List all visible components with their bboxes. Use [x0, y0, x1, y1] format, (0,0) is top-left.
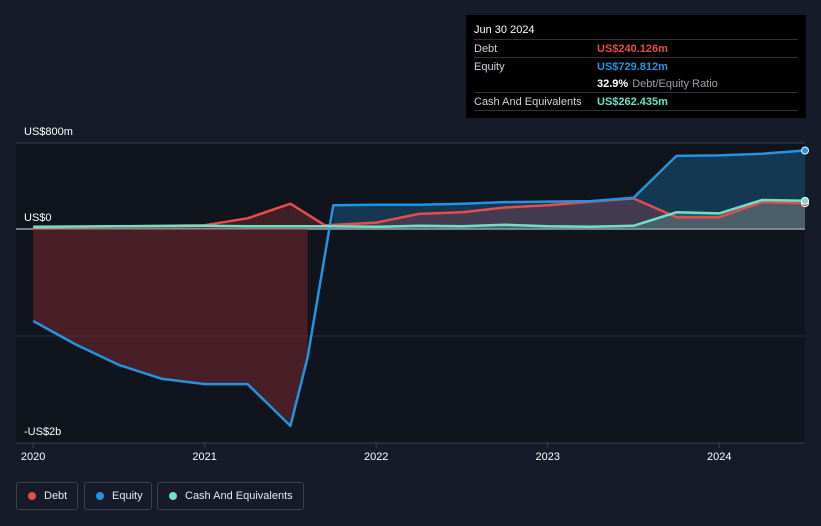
legend-equity[interactable]: Equity	[84, 482, 152, 510]
equity-line	[32, 149, 806, 428]
cash-area	[33, 200, 805, 229]
tooltip-debt-value: US$240.126m	[597, 42, 668, 55]
tooltip-panel: Jun 30 2024 Debt US$240.126m Equity US$7…	[466, 15, 806, 118]
cash-line	[33, 198, 806, 229]
tooltip-cash-label: Cash And Equivalents	[474, 95, 582, 108]
x-tick-label: 2024	[707, 451, 731, 463]
legend-equity-label: Equity	[112, 490, 143, 502]
equity-end-marker	[801, 146, 809, 155]
equity-negative-area	[33, 229, 308, 426]
x-tick-label: 2023	[535, 451, 559, 463]
equity-area	[333, 150, 805, 229]
legend-debt[interactable]: Debt	[16, 482, 78, 510]
y-tick-label: US$800m	[24, 126, 73, 138]
legend-equity-swatch	[96, 492, 104, 500]
tooltip-ratio-row: 32.9% Debt/Equity Ratio	[474, 75, 798, 92]
x-tick-label: 2022	[364, 451, 388, 463]
cash-end-marker	[801, 196, 809, 205]
tooltip-equity-value: US$729.812m	[597, 60, 668, 73]
legend-cash-swatch	[169, 492, 177, 500]
x-tick-label: 2020	[21, 451, 45, 463]
tooltip-equity-label: Equity	[474, 60, 505, 73]
legend-debt-label: Debt	[44, 490, 68, 502]
tooltip-debt-row: Debt US$240.126m	[474, 39, 798, 57]
debt-line	[33, 197, 806, 229]
tooltip-cash-value: US$262.435m	[597, 95, 668, 108]
x-tick-label: 2021	[192, 451, 216, 463]
legend-cash[interactable]: Cash And Equivalents	[157, 482, 304, 510]
debt-area	[33, 198, 805, 229]
tooltip-equity-row: Equity US$729.812m	[474, 57, 798, 75]
tooltip-ratio-label: Debt/Equity Ratio	[632, 77, 718, 90]
tooltip-cash-row: Cash And Equivalents US$262.435m	[474, 92, 798, 110]
legend-debt-swatch	[28, 492, 36, 500]
legend-cash-label: Cash And Equivalents	[185, 490, 293, 502]
y-tick-label: US$0	[24, 212, 52, 224]
y-tick-label: -US$2b	[24, 426, 61, 438]
tooltip-ratio-value: 32.9%	[597, 77, 629, 90]
tooltip-debt-label: Debt	[474, 42, 498, 55]
tooltip-date: Jun 30 2024	[474, 24, 535, 36]
